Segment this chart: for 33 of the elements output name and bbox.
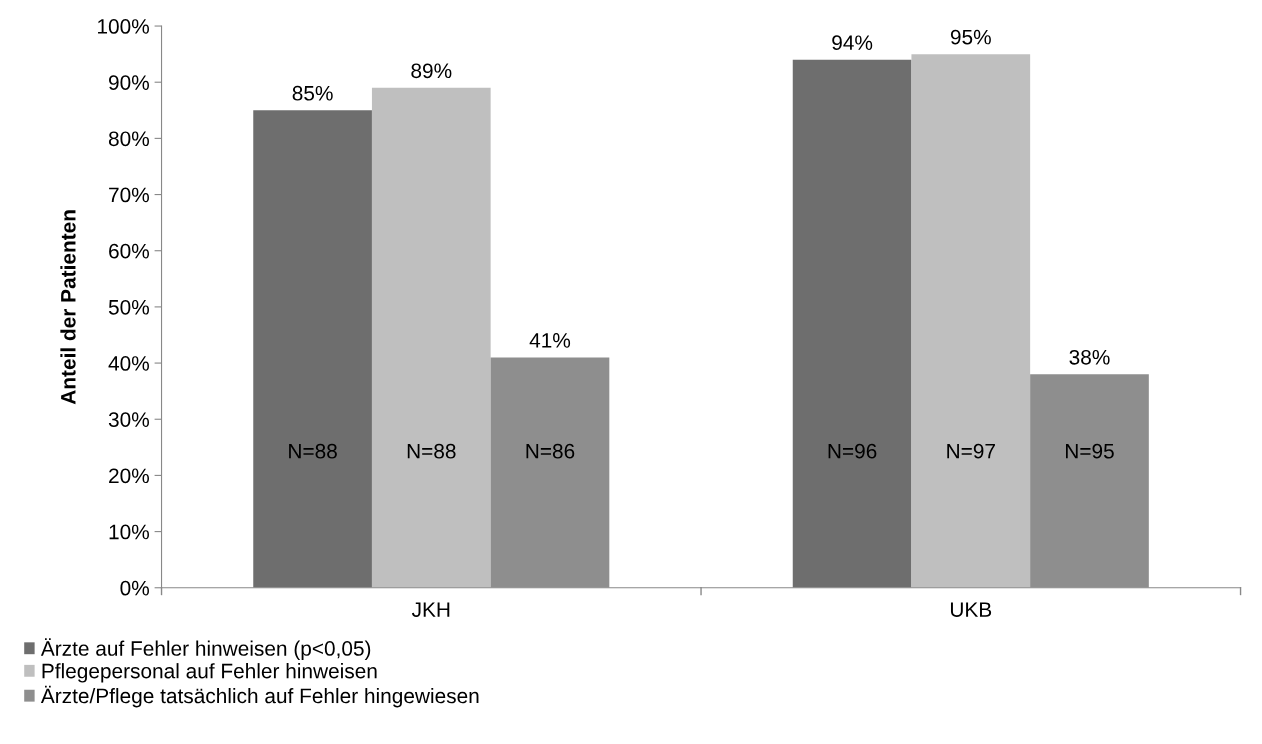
data-label: 89%	[411, 63, 452, 79]
y-tick-label: 50%	[108, 299, 149, 315]
y-tick-label: 90%	[109, 75, 149, 90]
x-tick-label: JKH	[411, 602, 450, 617]
annotation: N=88	[407, 443, 456, 459]
y-tick-label: 40%	[108, 356, 149, 371]
legend-label: Ärzte auf Fehler hinweisen (p<0,05)	[40, 638, 371, 660]
y-tick-label: 0%	[120, 580, 149, 596]
y-tick-label: 60%	[109, 243, 149, 259]
annotation: N=88	[289, 443, 337, 459]
x-tick-label: UKB	[950, 602, 992, 617]
annotation: N=86	[526, 443, 575, 459]
y-tick-label: 10%	[109, 524, 149, 540]
bar	[253, 110, 372, 588]
y-tick-label: 20%	[109, 468, 149, 484]
data-label: 95%	[950, 29, 991, 45]
data-label: 94%	[832, 35, 873, 51]
data-label: 85%	[292, 85, 333, 101]
bar	[911, 54, 1031, 588]
data-label: 38%	[1069, 349, 1110, 365]
bar	[371, 87, 491, 588]
y-tick-label: 100%	[98, 19, 149, 34]
bar	[792, 59, 912, 588]
y-tick-label: 80%	[108, 131, 149, 147]
data-label: 41%	[529, 333, 571, 348]
y-tick-label: 30%	[108, 412, 149, 427]
annotation: N=95	[1066, 443, 1114, 459]
y-axis-title: Anteil der Patienten	[60, 210, 76, 405]
legend-label: Ärzte/Pflege tatsächlich auf Fehler hingewiesen	[40, 685, 479, 708]
legend-label: Pflegepersonal auf Fehler hinweisen	[42, 663, 377, 683]
annotation: N=96	[828, 443, 877, 459]
y-tick-label: 70%	[109, 187, 149, 203]
annotation: N=97	[947, 443, 995, 459]
